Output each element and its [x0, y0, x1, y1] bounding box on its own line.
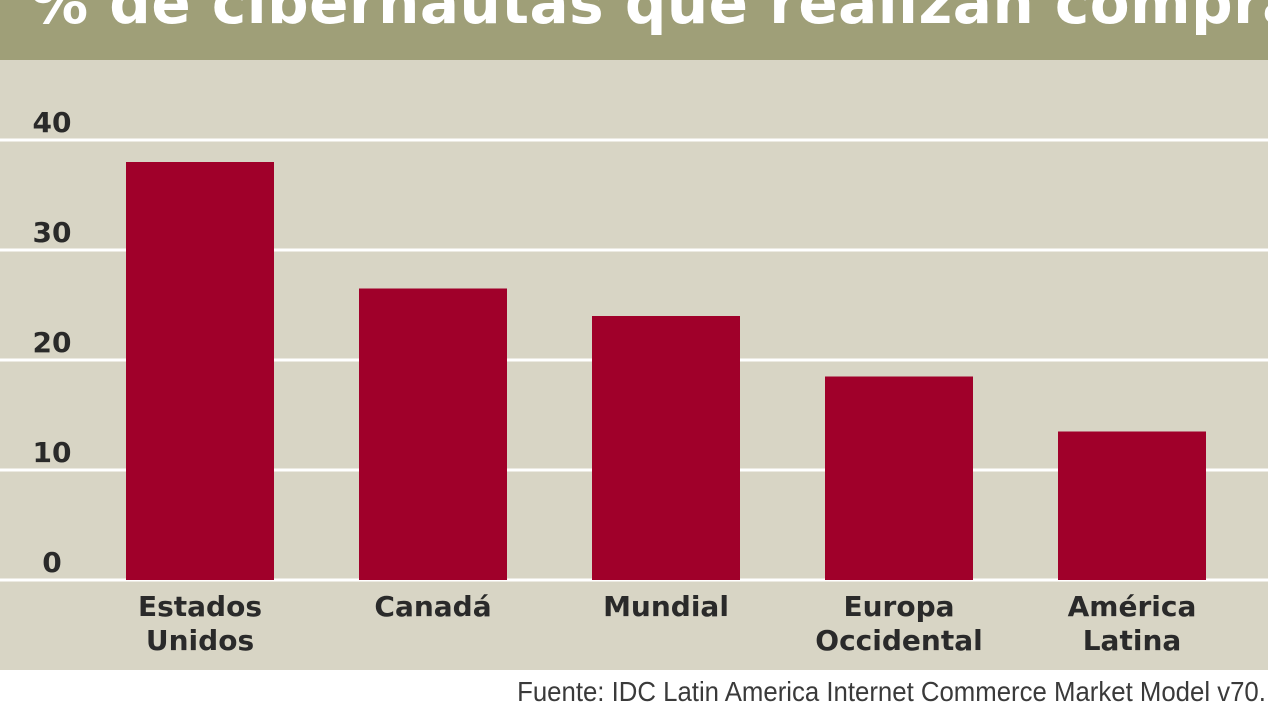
title-band: % de cibernautas que realizan compras en… [0, 0, 1268, 60]
bar [825, 376, 973, 580]
chart-title: % de cibernautas que realizan compras en… [30, 0, 1268, 37]
y-tick-label: 10 [33, 436, 72, 469]
x-category-label: Mundial [603, 590, 729, 623]
source-note: Fuente: IDC Latin America Internet Comme… [517, 676, 1266, 707]
x-category-label: Occidental [815, 624, 982, 657]
x-category-label: Estados [138, 590, 262, 623]
x-category-label: América [1068, 590, 1197, 623]
plot-panel: 0 10 20 30 40 Estados Unidos Canadá Mundial Europ… [0, 60, 1268, 670]
bar [592, 316, 740, 580]
bar [126, 162, 274, 580]
y-tick-label: 0 [42, 546, 61, 579]
x-category-label: Europa [843, 590, 954, 623]
y-tick-label: 30 [33, 216, 72, 249]
x-category-label: Latina [1083, 624, 1182, 657]
x-category-label: Canadá [374, 590, 491, 623]
y-tick-label: 40 [33, 106, 72, 139]
bar [359, 288, 507, 580]
x-category-label: Unidos [146, 624, 254, 657]
bar [1058, 431, 1206, 580]
y-tick-label: 20 [33, 326, 72, 359]
